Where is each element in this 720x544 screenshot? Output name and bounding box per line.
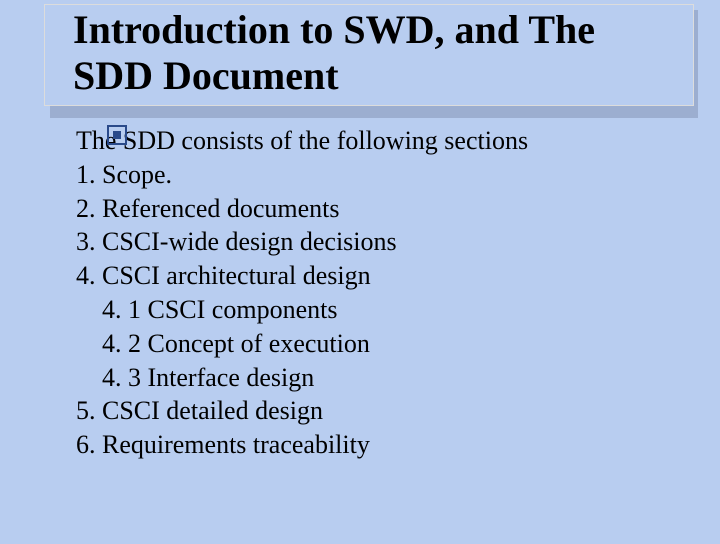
list-item: 2. Referenced documents [76, 192, 720, 226]
list-item: 4. CSCI architectural design [76, 259, 720, 293]
list-item: 5. CSCI detailed design [76, 394, 720, 428]
title-box: Introduction to SWD, and The SDD Documen… [44, 4, 694, 106]
title-line-2: SDD Document [73, 53, 693, 99]
title-line-1: Introduction to SWD, and The [73, 7, 693, 53]
bullet-icon [106, 124, 128, 146]
list-item: 1. Scope. [76, 158, 720, 192]
list-subitem: 4. 3 Interface design [76, 361, 720, 395]
list-subitem: 4. 1 CSCI components [76, 293, 720, 327]
title-block: Introduction to SWD, and The SDD Documen… [44, 4, 700, 106]
list-item: 6. Requirements traceability [76, 428, 720, 462]
list-subitem: 4. 2 Concept of execution [76, 327, 720, 361]
body-block: The SDD consists of the following sectio… [76, 124, 720, 462]
body-intro: The SDD consists of the following sectio… [76, 124, 720, 158]
list-item: 3. CSCI-wide design decisions [76, 225, 720, 259]
